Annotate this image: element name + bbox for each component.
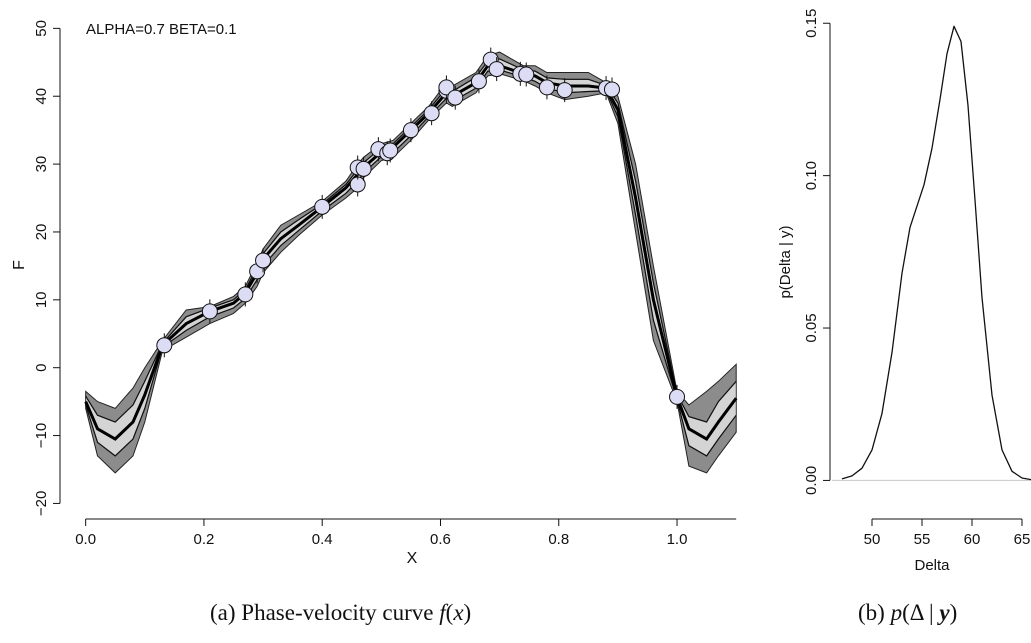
panel-a-x-tick-label: 1.0 bbox=[667, 531, 688, 548]
panel-b-y-tick-label: 0.00 bbox=[803, 466, 820, 495]
panel-a-phase-velocity-plot: 0.0 0.2 0.4 0.6 0.8 1.0 −20 −10 0 10 20 30 40 50 ALPH… bbox=[11, 20, 738, 567]
caption-b-p: p bbox=[890, 600, 903, 625]
data-point bbox=[538, 79, 555, 96]
panel-a-y-tick-label: −10 bbox=[33, 423, 50, 448]
panel-a-y-tick-label: 30 bbox=[33, 156, 50, 173]
data-point bbox=[355, 160, 372, 177]
panel-a-y-tick-label: −20 bbox=[33, 491, 50, 516]
panel-b-y-axis-label: p(Delta | y) bbox=[777, 225, 794, 298]
panel-a-y-tick-label: 10 bbox=[33, 291, 50, 308]
data-point bbox=[314, 198, 331, 215]
caption-a-x: x bbox=[453, 600, 464, 625]
panel-b-y-tick-label: 0.15 bbox=[803, 9, 820, 38]
data-point bbox=[488, 61, 505, 78]
panel-a-y-tick-label: 40 bbox=[33, 88, 50, 105]
data-point bbox=[156, 337, 173, 354]
caption-a-label: (a) bbox=[210, 600, 236, 625]
data-point bbox=[423, 105, 440, 122]
panel-a-x-tick-label: 0.2 bbox=[194, 531, 215, 548]
outer-credible-band bbox=[85, 51, 737, 474]
data-point bbox=[438, 79, 455, 96]
panel-a-y-tick-label: 50 bbox=[33, 20, 50, 37]
panel-a-bands bbox=[85, 51, 737, 474]
panel-a-x-tick-label: 0.6 bbox=[430, 531, 451, 548]
density-curve bbox=[841, 25, 1031, 481]
caption-b-label: (b) bbox=[858, 600, 885, 625]
panel-b-curve bbox=[832, 25, 1031, 481]
caption-a-close: ) bbox=[463, 600, 472, 625]
panel-a-y-tick-label: 0 bbox=[33, 364, 50, 372]
panel-b-x-axis-label: Delta bbox=[914, 557, 950, 574]
panel-b-axes: 50 55 60 65 0.00 0.05 0.10 0.15 bbox=[803, 9, 1030, 548]
caption-a-text: Phase-velocity curve bbox=[241, 600, 434, 625]
caption-b-bar: | bbox=[923, 600, 940, 625]
panel-b-y-tick-label: 0.05 bbox=[803, 313, 820, 342]
panel-a-y-axis-label: F bbox=[11, 260, 28, 270]
data-point bbox=[382, 142, 399, 159]
data-point bbox=[556, 82, 573, 99]
data-point bbox=[201, 303, 218, 320]
data-point bbox=[518, 66, 535, 83]
data-point bbox=[603, 81, 620, 98]
caption-b-open: ( bbox=[902, 600, 910, 625]
panel-a-x-tick-label: 0.4 bbox=[312, 531, 333, 548]
data-point bbox=[470, 73, 487, 90]
panel-b-y-tick-label: 0.10 bbox=[803, 161, 820, 190]
panel-a-x-axis-label: X bbox=[407, 550, 418, 567]
figure: 0.0 0.2 0.4 0.6 0.8 1.0 −20 −10 0 10 20 30 40 50 ALPH… bbox=[11, 9, 1031, 574]
caption-b-y: y bbox=[939, 600, 950, 625]
panel-b-x-tick-label: 55 bbox=[914, 531, 931, 548]
data-point bbox=[402, 122, 419, 139]
annotation-alpha-beta: ALPHA=0.7 BETA=0.1 bbox=[86, 21, 237, 38]
panel-a-x-tick-label: 0.8 bbox=[548, 531, 569, 548]
data-point bbox=[447, 89, 464, 106]
panel-a-x-tick-label: 0.0 bbox=[75, 531, 96, 548]
data-point bbox=[237, 286, 254, 303]
caption-a: (a) Phase-velocity curve f(x) bbox=[210, 600, 471, 626]
data-point bbox=[255, 252, 272, 269]
caption-b-delta: Δ bbox=[909, 600, 924, 625]
caption-b: (b) p(Δ | y) bbox=[858, 600, 957, 626]
panel-a-y-tick-label: 20 bbox=[33, 224, 50, 241]
panel-b-x-tick-label: 65 bbox=[1014, 531, 1031, 548]
panel-b-x-tick-label: 50 bbox=[864, 531, 881, 548]
caption-a-open: ( bbox=[445, 600, 454, 625]
caption-b-close: ) bbox=[949, 600, 958, 625]
caption-a-f: f bbox=[439, 600, 446, 625]
panel-b-density-plot: 50 55 60 65 0.00 0.05 0.10 0.15 Delta p(Delta |… bbox=[777, 9, 1031, 574]
panel-b-x-tick-label: 60 bbox=[964, 531, 981, 548]
panel-a-points bbox=[156, 47, 686, 409]
data-point bbox=[669, 388, 686, 405]
panel-a-axes: 0.0 0.2 0.4 0.6 0.8 1.0 −20 −10 0 10 20 30 40 50 bbox=[33, 20, 737, 548]
